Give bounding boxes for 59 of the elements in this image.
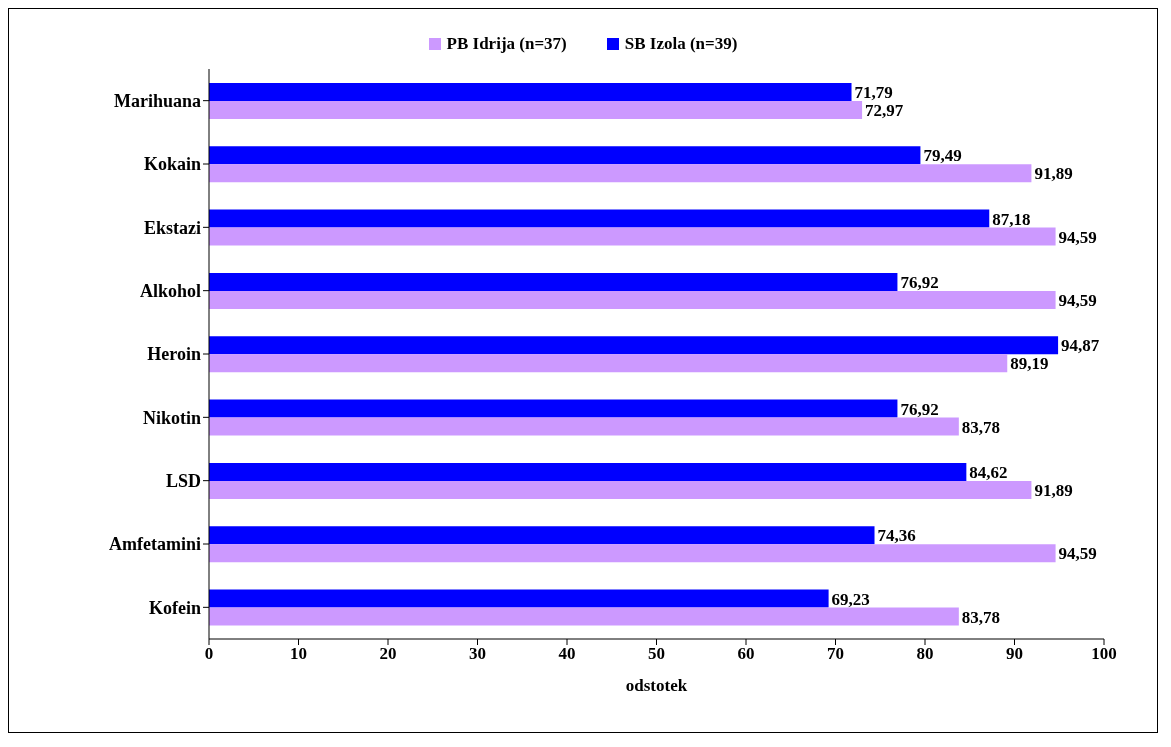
y-tick-label: LSD	[165, 471, 201, 492]
bar	[209, 146, 921, 165]
data-label: 72,97	[865, 100, 904, 120]
y-tick-label: Amfetamini	[109, 534, 201, 555]
bar	[209, 462, 967, 481]
data-label: 91,89	[1034, 164, 1073, 184]
bar	[209, 272, 898, 291]
x-tick-label: 60	[737, 644, 755, 664]
data-label: 94,59	[1058, 290, 1097, 310]
x-tick-label: 80	[916, 644, 934, 664]
data-label: 76,92	[900, 272, 939, 292]
data-label: 94,59	[1058, 227, 1097, 247]
data-label: 69,23	[831, 589, 870, 609]
bar	[209, 480, 1032, 499]
bar	[209, 100, 863, 119]
x-tick-label: 90	[1006, 644, 1023, 664]
data-label: 84,62	[969, 462, 1008, 482]
bar	[209, 544, 1056, 563]
bar	[209, 164, 1032, 183]
y-tick-label: Heroin	[147, 344, 201, 365]
x-tick-label: 40	[558, 644, 576, 664]
y-tick-label: Nikotin	[142, 407, 201, 428]
y-tick-label: Alkohol	[139, 281, 201, 302]
bar	[209, 209, 990, 228]
legend-label: PB Idrija (n=37)	[445, 34, 567, 54]
x-tick-label: 50	[648, 644, 665, 664]
bar	[209, 354, 1008, 373]
x-axis-title: odstotek	[625, 676, 688, 695]
data-label: 76,92	[900, 399, 939, 419]
data-label: 71,79	[854, 82, 893, 102]
bar	[209, 589, 829, 608]
bar	[209, 526, 875, 545]
x-tick-label: 10	[290, 644, 307, 664]
y-tick-label: Kofein	[149, 597, 201, 618]
data-label: 87,18	[992, 209, 1031, 229]
x-tick-label: 0	[204, 644, 214, 664]
data-label: 74,36	[877, 526, 916, 546]
y-tick-label: Ekstazi	[143, 217, 201, 238]
x-tick-label: 30	[469, 644, 486, 664]
data-label: 79,49	[923, 146, 962, 166]
data-label: 83,78	[961, 417, 1001, 437]
data-label: 89,19	[1010, 354, 1049, 374]
bar	[209, 82, 852, 101]
y-tick-label: Marihuana	[113, 91, 201, 112]
legend-label: SB Izola (n=39)	[623, 34, 738, 54]
bar	[209, 607, 959, 626]
x-tick-label: 100	[1091, 644, 1117, 664]
x-tick-label: 70	[827, 644, 844, 664]
x-tick-label: 20	[379, 644, 397, 664]
data-label: 83,78	[961, 607, 1001, 627]
bar	[209, 227, 1056, 246]
data-label: 94,87	[1061, 336, 1100, 356]
data-label: 94,59	[1058, 544, 1097, 564]
data-label: 91,89	[1034, 480, 1073, 500]
bar	[209, 290, 1056, 309]
bar	[209, 336, 1059, 355]
bar	[209, 417, 959, 436]
y-tick-label: Kokain	[143, 154, 201, 175]
bar	[209, 399, 898, 418]
